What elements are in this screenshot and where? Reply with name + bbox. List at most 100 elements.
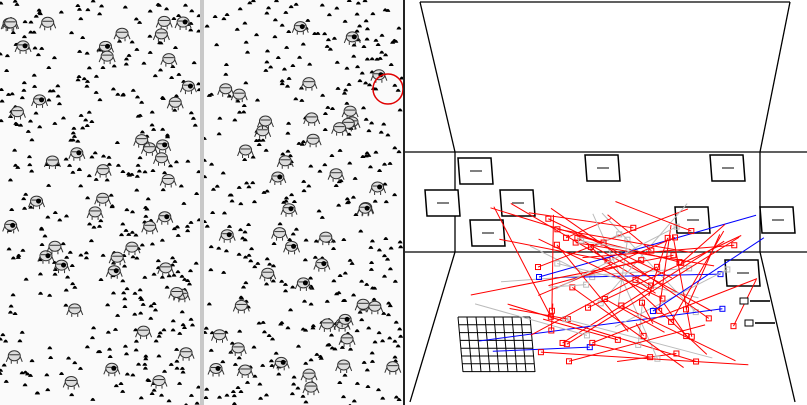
agent-critter-icon[interactable] [177, 347, 195, 361]
agent-critter-icon[interactable] [317, 231, 335, 246]
agent-critter-icon[interactable] [28, 195, 46, 210]
agent-critter-icon[interactable] [327, 168, 345, 182]
agent-critter-icon[interactable] [237, 144, 255, 158]
agent-critter-icon[interactable] [46, 240, 64, 255]
agent-critter-icon[interactable] [103, 362, 121, 377]
agent-critter-icon[interactable] [343, 31, 361, 45]
agent-critter-icon[interactable] [302, 381, 320, 396]
simulation-world-view-2[interactable] [204, 0, 403, 405]
agent-critter-icon[interactable] [53, 259, 71, 274]
agent-critter-icon[interactable] [331, 122, 349, 136]
agent-critter-icon[interactable] [68, 147, 86, 161]
agent-critter-icon[interactable] [269, 171, 287, 185]
agent-critter-icon[interactable] [153, 152, 170, 166]
agent-critter-icon[interactable] [179, 80, 197, 95]
agent-critter-icon[interactable] [37, 250, 55, 264]
agent-critter-icon[interactable] [2, 219, 20, 234]
food-dot-icon [269, 363, 275, 367]
food-dot-icon [37, 125, 43, 129]
agent-critter-icon[interactable] [113, 27, 131, 42]
simulation-world-view[interactable] [0, 0, 200, 405]
agent-critter-icon[interactable] [218, 229, 236, 243]
agent-critter-icon[interactable] [168, 287, 186, 301]
agent-critter-icon[interactable] [271, 227, 289, 241]
agent-critter-icon[interactable] [232, 299, 250, 314]
agent-critter-icon[interactable] [259, 267, 277, 282]
agent-critter-icon[interactable] [155, 15, 173, 30]
agent-critter-icon[interactable] [94, 192, 112, 207]
agent-critter-icon[interactable] [230, 88, 248, 103]
agent-critter-icon[interactable] [304, 133, 322, 148]
food-dot-icon [342, 91, 348, 95]
agent-critter-icon[interactable] [300, 77, 318, 91]
food-dot-icon [179, 274, 185, 278]
agent-critter-icon[interactable] [94, 164, 112, 178]
agent-critter-icon[interactable] [133, 134, 151, 148]
agent-critter-icon[interactable] [150, 375, 168, 389]
agent-critter-icon[interactable] [318, 318, 336, 332]
agent-critter-icon[interactable] [366, 300, 384, 315]
agent-critter-icon[interactable] [8, 106, 26, 120]
agent-critter-icon[interactable] [338, 333, 356, 347]
agent-critter-icon[interactable] [341, 105, 359, 120]
agent-critter-icon[interactable] [43, 155, 61, 169]
agent-critter-icon[interactable] [174, 16, 192, 31]
agent-critter-icon[interactable] [207, 363, 225, 377]
agent-critter-icon[interactable] [62, 375, 80, 390]
agent-critter-icon[interactable] [356, 202, 374, 217]
agent-critter-icon[interactable] [384, 361, 402, 375]
agent-critter-icon[interactable] [105, 265, 123, 279]
edge-endpoint-marker [624, 236, 631, 243]
3d-network-view[interactable] [405, 0, 807, 405]
food-dot-icon [113, 384, 119, 388]
agent-critter-icon[interactable] [141, 220, 159, 235]
agent-critter-icon[interactable] [229, 342, 247, 356]
agent-critter-icon[interactable] [257, 115, 274, 130]
network-edge [549, 284, 587, 288]
food-dot-icon [80, 35, 86, 39]
agent-critter-icon[interactable] [280, 203, 298, 217]
agent-critter-icon[interactable] [369, 181, 387, 196]
agent-critter-icon[interactable] [123, 241, 141, 256]
agent-critter-icon[interactable] [303, 112, 321, 126]
agent-critter-icon[interactable] [66, 303, 84, 317]
agent-critter-icon[interactable] [2, 17, 20, 31]
agent-critter-icon[interactable] [14, 40, 32, 54]
food-dot-icon [204, 326, 209, 330]
agent-critter-icon[interactable] [157, 262, 175, 276]
agent-critter-icon[interactable] [5, 350, 23, 364]
agent-critter-icon[interactable] [31, 94, 49, 108]
food-dot-icon [27, 373, 33, 377]
agent-critter-icon[interactable] [156, 211, 174, 225]
food-dot-icon [39, 46, 45, 50]
agent-critter-icon[interactable] [211, 329, 228, 343]
agent-critter-icon[interactable] [294, 277, 312, 291]
agent-critter-icon[interactable] [98, 50, 116, 65]
food-dot-icon [196, 385, 200, 389]
agent-critter-icon[interactable] [160, 53, 178, 67]
agent-critter-icon[interactable] [236, 364, 254, 378]
agent-critter-icon[interactable] [272, 356, 290, 371]
agent-critter-icon[interactable] [283, 240, 301, 255]
agent-critter-icon[interactable] [276, 155, 294, 169]
agent-critter-icon[interactable] [154, 139, 172, 153]
pane-divider[interactable] [200, 0, 204, 405]
agent-critter-icon[interactable] [313, 258, 331, 272]
agent-critter-icon[interactable] [86, 206, 104, 220]
agent-critter-icon[interactable] [217, 83, 235, 97]
agent-critter-icon[interactable] [108, 251, 126, 266]
agent-critter-icon[interactable] [300, 368, 318, 383]
agent-critter-icon[interactable] [39, 16, 57, 31]
food-dot-icon [136, 362, 142, 366]
food-dot-icon [258, 396, 264, 400]
agent-critter-icon[interactable] [254, 125, 272, 139]
agent-critter-icon[interactable] [166, 96, 184, 111]
food-dot-icon [84, 123, 90, 127]
agent-critter-icon[interactable] [335, 359, 353, 373]
agent-critter-icon[interactable] [291, 21, 309, 35]
agent-critter-icon[interactable] [152, 28, 170, 42]
agent-critter-icon[interactable] [135, 325, 153, 340]
food-dot-icon [192, 123, 198, 127]
agent-critter-icon[interactable] [336, 313, 354, 328]
agent-critter-icon[interactable] [159, 174, 177, 188]
